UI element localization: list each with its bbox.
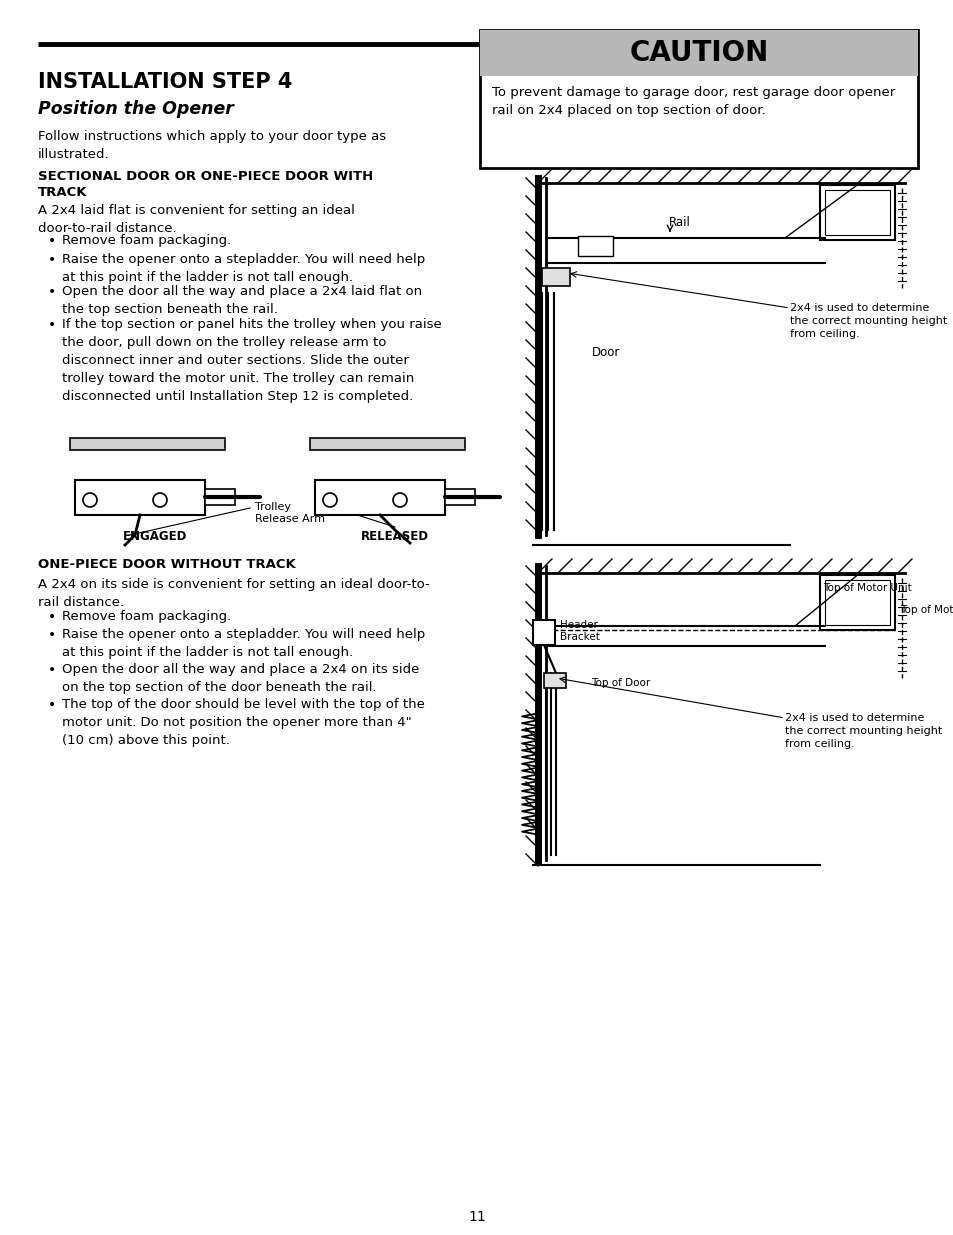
Text: TRACK: TRACK [38, 186, 88, 199]
Text: •: • [48, 629, 56, 642]
Text: Open the door all the way and place a 2x4 laid flat on
the top section beneath t: Open the door all the way and place a 2x… [62, 285, 421, 316]
Text: Door: Door [592, 347, 619, 359]
Text: 11: 11 [468, 1210, 485, 1224]
Text: If the top section or panel hits the trolley when you raise
the door, pull down : If the top section or panel hits the tro… [62, 317, 441, 403]
Text: Top of Motor Unit: Top of Motor Unit [822, 583, 911, 593]
Text: A 2x4 laid flat is convenient for setting an ideal
door-to-rail distance.: A 2x4 laid flat is convenient for settin… [38, 204, 355, 235]
Bar [310, 438, 464, 450]
Text: Open the door all the way and place a 2x4 on its side
on the top section of the : Open the door all the way and place a 2x… [62, 663, 419, 694]
Text: INSTALLATION STEP 4: INSTALLATION STEP 4 [38, 72, 292, 91]
Text: Rail: Rail [668, 216, 690, 228]
Text: A 2x4 on its side is convenient for setting an ideal door-to-
rail distance.: A 2x4 on its side is convenient for sett… [38, 578, 429, 609]
Bar [205, 489, 234, 505]
Text: •: • [48, 663, 56, 677]
Bar [75, 480, 205, 515]
Text: •: • [48, 317, 56, 332]
Text: Remove foam packaging.: Remove foam packaging. [62, 610, 231, 622]
Text: 2x4 is used to determine
the correct mounting height
from ceiling.: 2x4 is used to determine the correct mou… [784, 713, 942, 750]
Text: The top of the door should be level with the top of the
motor unit. Do not posit: The top of the door should be level with… [62, 698, 424, 747]
Text: Top of Door: Top of Door [590, 678, 650, 688]
Bar [479, 30, 917, 168]
Bar [479, 30, 917, 77]
Bar [314, 480, 444, 515]
Text: •: • [48, 285, 56, 299]
Circle shape [83, 493, 97, 508]
Bar [820, 576, 894, 630]
Bar [824, 580, 889, 625]
Text: RELEASED: RELEASED [360, 530, 429, 543]
Text: Raise the opener onto a stepladder. You will need help
at this point if the ladd: Raise the opener onto a stepladder. You … [62, 629, 425, 659]
Text: •: • [48, 698, 56, 713]
Text: Header
Bracket: Header Bracket [559, 620, 599, 642]
Bar [578, 236, 613, 256]
Text: 2x4 is used to determine
the correct mounting height
from ceiling.: 2x4 is used to determine the correct mou… [789, 303, 946, 340]
Text: Position the Opener: Position the Opener [38, 100, 233, 119]
Text: ONE-PIECE DOOR WITHOUT TRACK: ONE-PIECE DOOR WITHOUT TRACK [38, 558, 295, 571]
Circle shape [323, 493, 336, 508]
Text: •: • [48, 233, 56, 248]
Bar [541, 268, 569, 287]
Text: Follow instructions which apply to your door type as
illustrated.: Follow instructions which apply to your … [38, 130, 386, 161]
Text: SECTIONAL DOOR OR ONE-PIECE DOOR WITH: SECTIONAL DOOR OR ONE-PIECE DOOR WITH [38, 170, 373, 183]
Text: To prevent damage to garage door, rest garage door opener
rail on 2x4 placed on : To prevent damage to garage door, rest g… [492, 86, 894, 117]
Text: Top of Motor Unit: Top of Motor Unit [899, 605, 953, 615]
Text: Trolley
Release Arm: Trolley Release Arm [254, 501, 325, 525]
Circle shape [152, 493, 167, 508]
Text: Remove foam packaging.: Remove foam packaging. [62, 233, 231, 247]
Bar [533, 620, 555, 645]
Bar [70, 438, 225, 450]
Bar [444, 489, 475, 505]
Text: ENGAGED: ENGAGED [123, 530, 187, 543]
Bar [820, 185, 894, 240]
Bar [824, 190, 889, 235]
Bar [543, 673, 565, 688]
Text: •: • [48, 610, 56, 624]
Text: •: • [48, 253, 56, 267]
Text: Raise the opener onto a stepladder. You will need help
at this point if the ladd: Raise the opener onto a stepladder. You … [62, 253, 425, 284]
Circle shape [393, 493, 407, 508]
Text: CAUTION: CAUTION [629, 40, 768, 67]
